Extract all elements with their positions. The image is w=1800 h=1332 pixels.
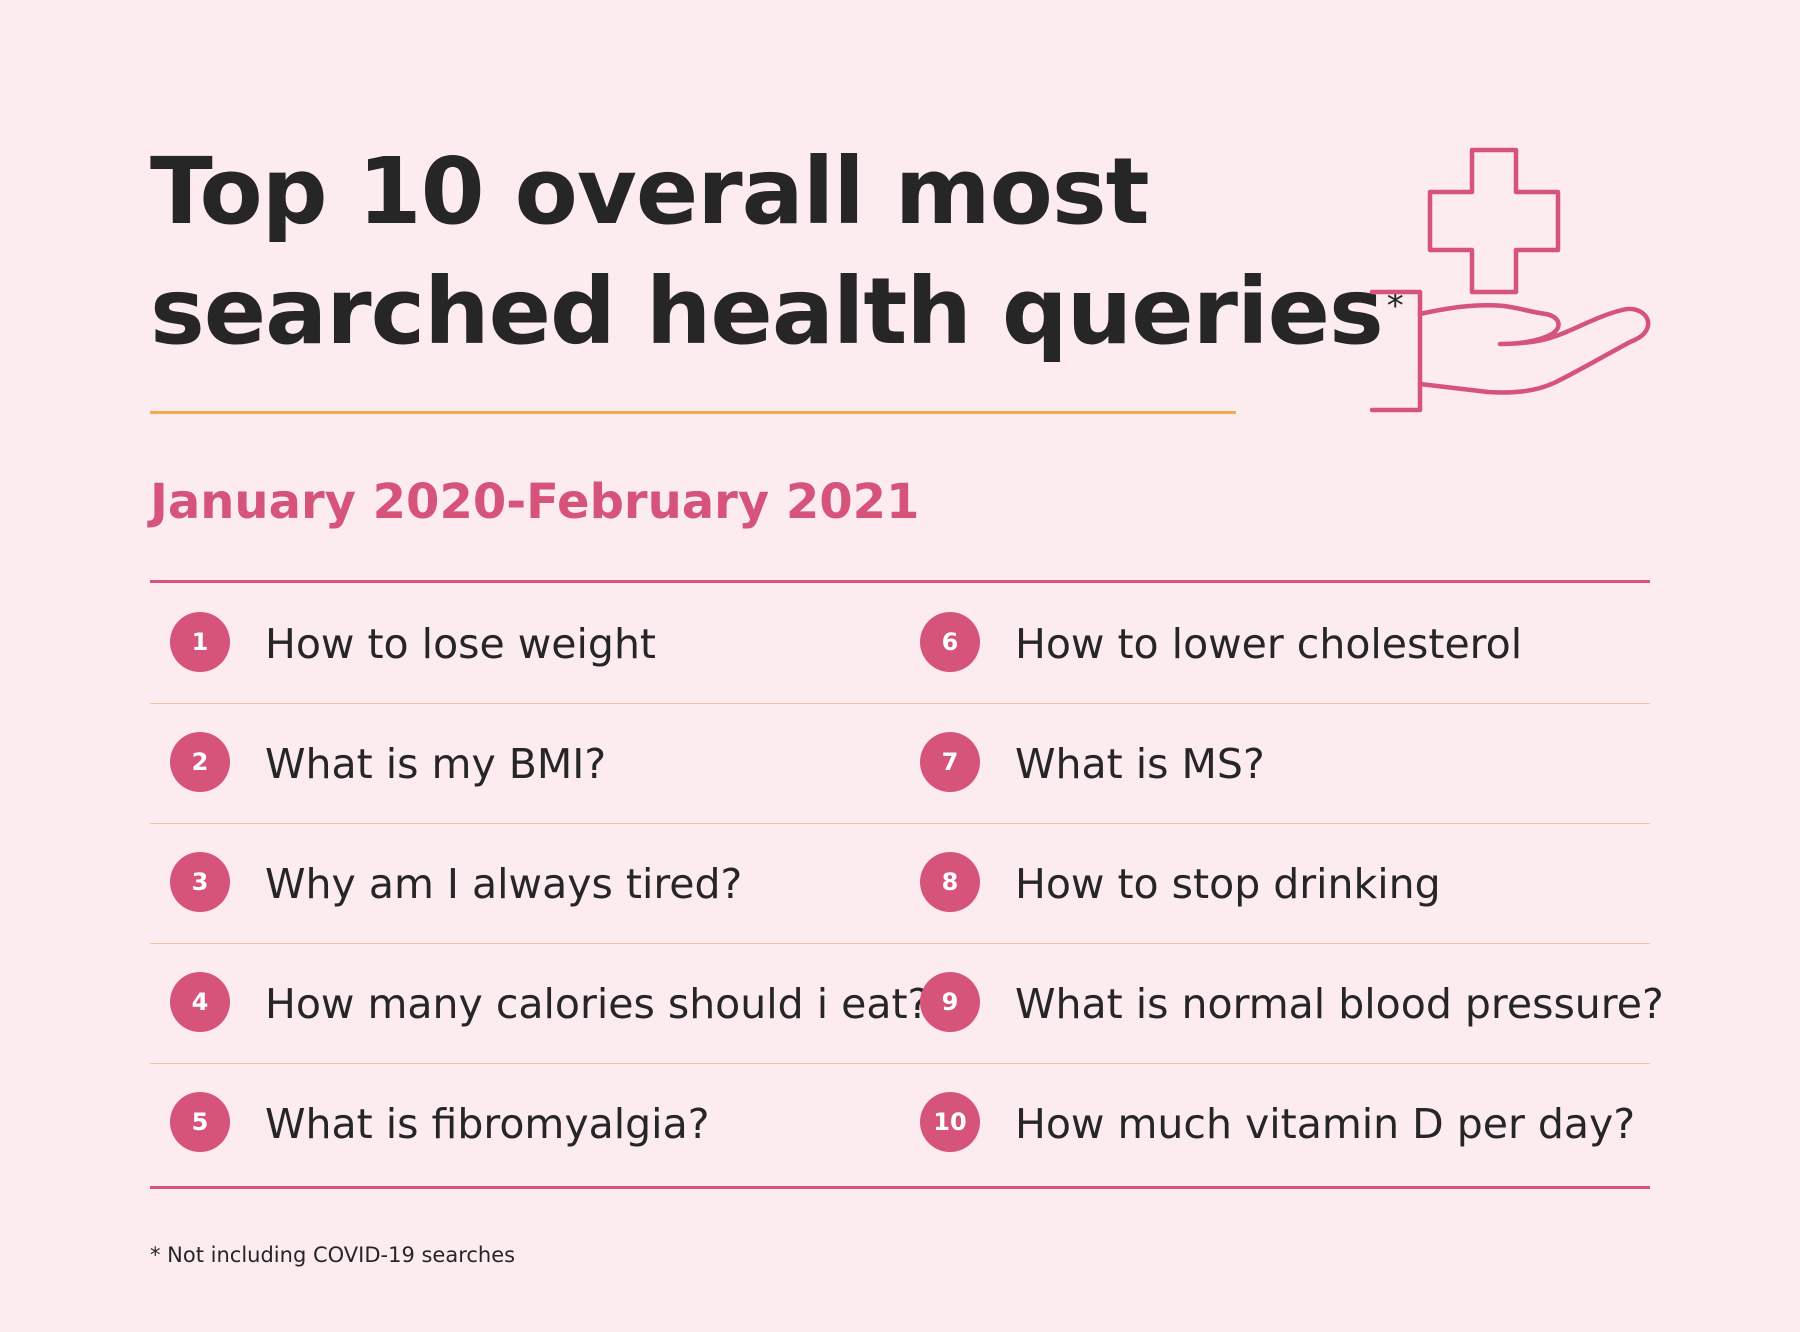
table-row: 4 How many calories should i eat? 9 What…: [150, 943, 1664, 1063]
query-text: How much vitamin D per day?: [1015, 1100, 1636, 1148]
footnote-marker: *: [1386, 286, 1404, 326]
table-row: 2 What is my BMI? 7 What is MS?: [150, 703, 1650, 823]
query-text: What is fibromyalgia?: [265, 1100, 710, 1148]
rank-badge: 9: [920, 972, 980, 1032]
cuff-shape: [1369, 289, 1423, 413]
query-text: What is normal blood pressure?: [1015, 980, 1664, 1028]
table-row: 3 Why am I always tired? 8 How to stop d…: [150, 823, 1650, 943]
query-text: How to lower cholesterol: [1015, 620, 1523, 668]
date-range-subtitle: January 2020-February 2021: [150, 474, 920, 530]
row-divider: [150, 703, 1650, 704]
rank-badge: 2: [170, 732, 230, 792]
medical-cross-shape: [1427, 147, 1561, 295]
table-row: 5 What is fibromyalgia? 10 How much vita…: [150, 1063, 1650, 1183]
rank-badge: 5: [170, 1092, 230, 1152]
rank-badge: 3: [170, 852, 230, 912]
rank-badge: 1: [170, 612, 230, 672]
query-text: What is MS?: [1015, 740, 1265, 788]
title-line-2-text: searched health queries: [150, 258, 1384, 365]
row-divider: [150, 823, 1650, 824]
hand-shape: [1417, 303, 1651, 395]
query-text: How to stop drinking: [1015, 860, 1441, 908]
queries-table: 1 How to lose weight 6 How to lower chol…: [150, 580, 1664, 1189]
title-divider: [150, 411, 1236, 414]
hand-with-medical-cross-icon: [1369, 147, 1651, 413]
row-divider: [150, 943, 1650, 944]
table-row: 1 How to lose weight 6 How to lower chol…: [150, 583, 1650, 703]
rank-badge: 4: [170, 972, 230, 1032]
rank-badge: 6: [920, 612, 980, 672]
rank-badge: 7: [920, 732, 980, 792]
rank-badge: 8: [920, 852, 980, 912]
query-text: What is my BMI?: [265, 740, 607, 788]
row-divider: [150, 1063, 1650, 1064]
rank-badge: 10: [920, 1092, 980, 1152]
page-title: Top 10 overall most searched health quer…: [150, 132, 1404, 372]
title-line-1: Top 10 overall most: [150, 138, 1150, 245]
title-line-2: searched health queries *: [150, 252, 1404, 372]
footnote: * Not including COVID-19 searches: [150, 1243, 516, 1267]
query-text: Why am I always tired?: [265, 860, 743, 908]
query-text: How many calories should i eat?: [265, 980, 930, 1028]
query-text: How to lose weight: [265, 620, 657, 668]
